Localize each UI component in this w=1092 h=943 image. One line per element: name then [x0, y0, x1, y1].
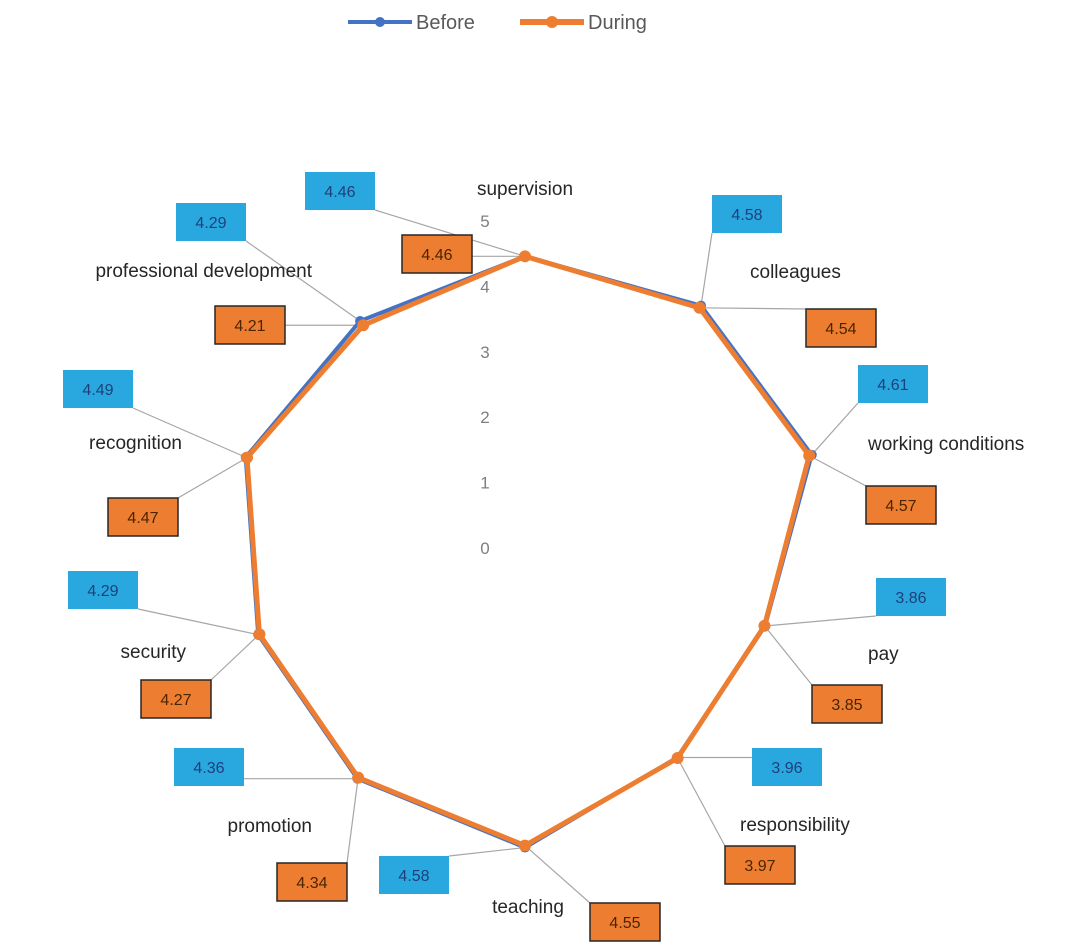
data-label-box-during	[276, 862, 348, 902]
category-label: teaching	[492, 897, 564, 918]
data-label-before: 4.29	[195, 215, 226, 232]
data-label-box-during	[140, 679, 212, 719]
data-label-box-before	[305, 172, 375, 210]
axis-tick-label: 5	[480, 212, 489, 231]
data-label-during: 4.55	[609, 915, 640, 932]
label-leader-lines	[132, 209, 877, 904]
category-label: recognition	[89, 433, 182, 454]
leader-line	[677, 757, 726, 847]
category-label: colleagues	[750, 262, 841, 283]
data-point-during	[758, 619, 771, 632]
leader-line	[765, 615, 877, 627]
data-label-during: 4.46	[421, 247, 452, 264]
category-labels: supervision colleagues working conditions p…	[89, 179, 1024, 918]
data-label-box-before	[174, 748, 244, 786]
category-label: responsibility	[740, 815, 850, 836]
leader-line	[137, 608, 259, 636]
data-label-box-before	[176, 203, 246, 241]
leader-line	[448, 846, 526, 857]
data-label-box-during	[401, 234, 473, 274]
category-label: pay	[868, 644, 899, 665]
data-label-during: 3.97	[744, 858, 775, 875]
data-label-box-during	[865, 485, 937, 525]
data-label-box-during	[214, 305, 286, 345]
data-point-during	[240, 451, 253, 464]
legend-label-before: Before	[416, 12, 475, 34]
data-point-during	[693, 301, 706, 314]
data-point-during	[357, 319, 370, 332]
data-label-before: 4.61	[877, 377, 908, 394]
axis-tick-label: 3	[480, 343, 489, 362]
data-point-during	[519, 839, 531, 852]
data-label-box-before	[68, 571, 138, 609]
leader-line	[808, 455, 867, 487]
data-point-during	[671, 752, 684, 765]
data-label-box-during	[811, 684, 883, 724]
data-label-before: 3.86	[895, 590, 926, 607]
data-label-before: 3.96	[771, 760, 802, 777]
leader-line	[699, 307, 807, 310]
leader-line	[374, 209, 526, 257]
category-label: professional development	[95, 261, 312, 282]
category-label: working conditions	[867, 434, 1024, 455]
data-label-box-before	[712, 195, 782, 233]
leader-line	[132, 407, 246, 458]
data-label-before: 4.46	[324, 184, 355, 201]
data-label-before: 4.29	[87, 583, 118, 600]
data-label-box-during	[107, 497, 179, 537]
data-label-box-before	[379, 856, 449, 894]
data-label-during: 4.21	[234, 318, 265, 335]
data-label-before: 4.49	[82, 382, 113, 399]
data-label-during: 4.47	[127, 510, 158, 527]
leader-line	[346, 777, 359, 864]
data-label-box-before	[752, 748, 822, 786]
leader-line	[210, 633, 260, 681]
legend-label-during: During	[588, 12, 647, 34]
leader-line	[177, 457, 248, 499]
data-label-box-before	[63, 370, 133, 408]
legend: Before During	[348, 12, 647, 34]
data-point-during	[253, 628, 266, 641]
legend-marker-during	[546, 16, 558, 28]
data-label-box-during	[589, 902, 661, 942]
leader-line	[811, 402, 859, 456]
category-label: promotion	[228, 816, 313, 837]
leader-line	[245, 240, 361, 322]
data-label-before: 4.58	[731, 207, 762, 224]
data-label-during: 4.54	[825, 321, 856, 338]
category-label: supervision	[477, 179, 573, 200]
axis-ticks: 0 1 2 3 4 5	[480, 212, 489, 558]
data-point-during	[519, 250, 531, 263]
data-label-during: 3.85	[831, 697, 862, 714]
data-label-box-before	[876, 578, 946, 616]
leader-line	[763, 625, 813, 686]
data-label-during: 4.27	[160, 692, 191, 709]
axis-tick-label: 1	[480, 474, 489, 493]
data-label-box-during	[724, 845, 796, 885]
series-layer	[240, 250, 817, 853]
data-point-during	[803, 449, 816, 462]
data-labels: 4.46 4.58 4.61 3.86 3.96 4.58 4.36 4.29 4.49 4.29…	[63, 172, 946, 942]
leader-line	[524, 845, 591, 904]
data-label-during: 4.34	[296, 875, 327, 892]
category-label: security	[121, 642, 187, 663]
axis-tick-label: 2	[480, 408, 489, 427]
data-label-during: 4.57	[885, 498, 916, 515]
data-label-box-before	[858, 365, 928, 403]
legend-marker-before	[375, 17, 385, 27]
data-point-during	[352, 771, 365, 784]
data-label-box-during	[805, 308, 877, 348]
leader-line	[700, 232, 713, 306]
data-label-before: 4.58	[398, 868, 429, 885]
data-label-before: 4.36	[193, 760, 224, 777]
axis-tick-label: 4	[480, 277, 489, 296]
axis-tick-label: 0	[480, 539, 489, 558]
